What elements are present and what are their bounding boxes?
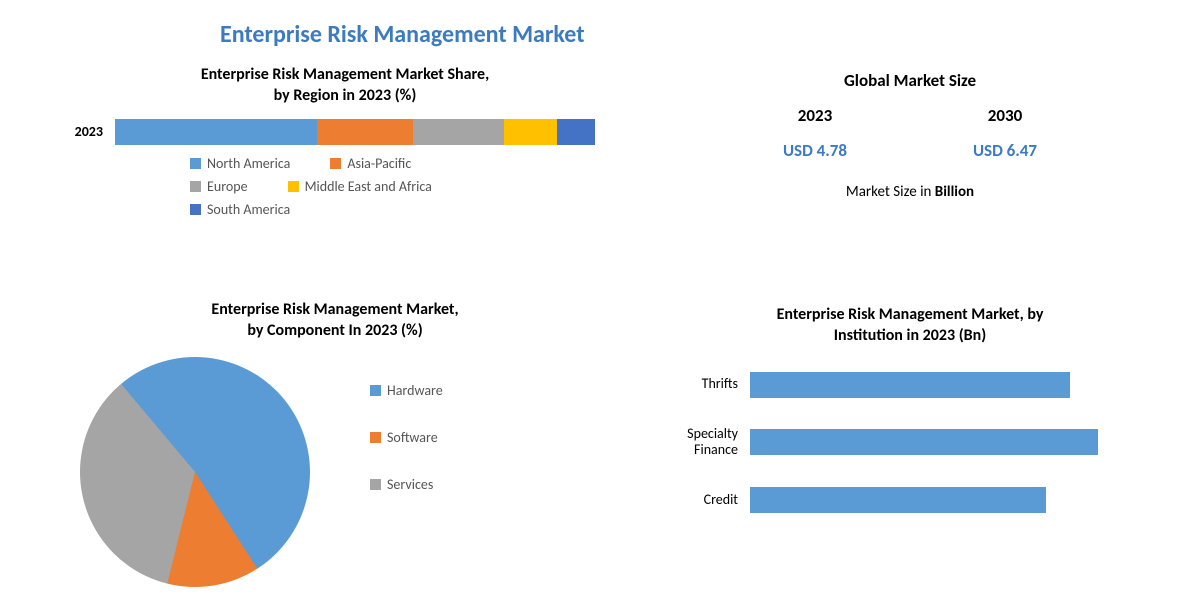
legend-label: Services bbox=[387, 476, 433, 493]
legend-label: Hardware bbox=[387, 382, 443, 399]
legend-item: Asia-Pacific bbox=[330, 155, 411, 172]
legend-item: Europe bbox=[190, 178, 248, 195]
institution-label: Specialty Finance bbox=[645, 426, 750, 460]
legend-label: Europe bbox=[207, 178, 248, 195]
legend-label: South America bbox=[207, 201, 290, 218]
legend-label: Middle East and Africa bbox=[305, 178, 432, 195]
institution-bar-chart: Enterprise Risk Management Market, by In… bbox=[645, 305, 1175, 541]
stacked-segment bbox=[115, 119, 317, 145]
institution-row: Specialty Finance bbox=[645, 426, 1175, 460]
stacked-ylabel: 2023 bbox=[65, 123, 115, 140]
institution-row: Credit bbox=[645, 487, 1175, 513]
gms-year-1: 2023 bbox=[798, 105, 832, 126]
legend-swatch bbox=[190, 181, 201, 192]
legend-swatch bbox=[370, 479, 381, 490]
institution-bar bbox=[750, 487, 1046, 513]
legend-swatch bbox=[190, 158, 201, 169]
legend-swatch bbox=[190, 204, 201, 215]
legend-label: North America bbox=[207, 155, 290, 172]
legend-swatch bbox=[288, 181, 299, 192]
legend-swatch bbox=[330, 158, 341, 169]
gms-years-row: 2023 2030 bbox=[720, 105, 1100, 126]
stacked-bar bbox=[115, 119, 595, 145]
institution-title: Enterprise Risk Management Market, by In… bbox=[645, 305, 1175, 347]
legend-item: Services bbox=[370, 476, 443, 493]
institution-label: Credit bbox=[645, 492, 750, 509]
region-share-chart: Enterprise Risk Management Market Share,… bbox=[65, 65, 625, 224]
component-pie-chart: Enterprise Risk Management Market, by Co… bbox=[55, 300, 615, 587]
legend-swatch bbox=[370, 432, 381, 443]
legend-item: South America bbox=[190, 201, 290, 218]
stacked-bar-row: 2023 bbox=[65, 119, 625, 145]
institution-bars: Thrifts Specialty Finance Credit bbox=[645, 372, 1175, 514]
gms-value-1: USD 4.78 bbox=[783, 140, 847, 161]
gms-value-2: USD 6.47 bbox=[973, 140, 1037, 161]
pie-legend: Hardware Software Services bbox=[370, 382, 443, 523]
legend-label: Software bbox=[387, 429, 438, 446]
gms-heading: Global Market Size bbox=[720, 70, 1100, 91]
legend-item: Middle East and Africa bbox=[288, 178, 432, 195]
gms-values-row: USD 4.78 USD 6.47 bbox=[720, 140, 1100, 161]
stacked-segment bbox=[317, 119, 413, 145]
stacked-segment bbox=[504, 119, 557, 145]
pie-graphic bbox=[80, 357, 310, 587]
page-title: Enterprise Risk Management Market bbox=[220, 20, 585, 49]
legend-swatch bbox=[370, 385, 381, 396]
legend-row: North America Asia-Pacific bbox=[190, 155, 625, 178]
gms-year-2: 2030 bbox=[988, 105, 1022, 126]
global-market-size-panel: Global Market Size 2023 2030 USD 4.78 US… bbox=[720, 70, 1100, 201]
legend-item: Software bbox=[370, 429, 443, 446]
institution-bar bbox=[750, 372, 1070, 398]
institution-bar bbox=[750, 429, 1098, 455]
institution-label: Thrifts bbox=[645, 376, 750, 393]
stacked-segment bbox=[413, 119, 504, 145]
component-pie-title: Enterprise Risk Management Market, by Co… bbox=[55, 300, 615, 342]
legend-row: Europe Middle East and Africa bbox=[190, 178, 625, 201]
legend-item: North America bbox=[190, 155, 290, 172]
region-share-title: Enterprise Risk Management Market Share,… bbox=[65, 65, 625, 107]
stacked-segment bbox=[557, 119, 595, 145]
legend-label: Asia-Pacific bbox=[347, 155, 411, 172]
region-legend: North America Asia-Pacific Europe Middle Ea… bbox=[190, 155, 625, 224]
pie-body: Hardware Software Services bbox=[55, 357, 615, 587]
institution-row: Thrifts bbox=[645, 372, 1175, 398]
legend-row: South America bbox=[190, 201, 625, 224]
legend-item: Hardware bbox=[370, 382, 443, 399]
gms-footer: Market Size in Billion bbox=[720, 183, 1100, 201]
